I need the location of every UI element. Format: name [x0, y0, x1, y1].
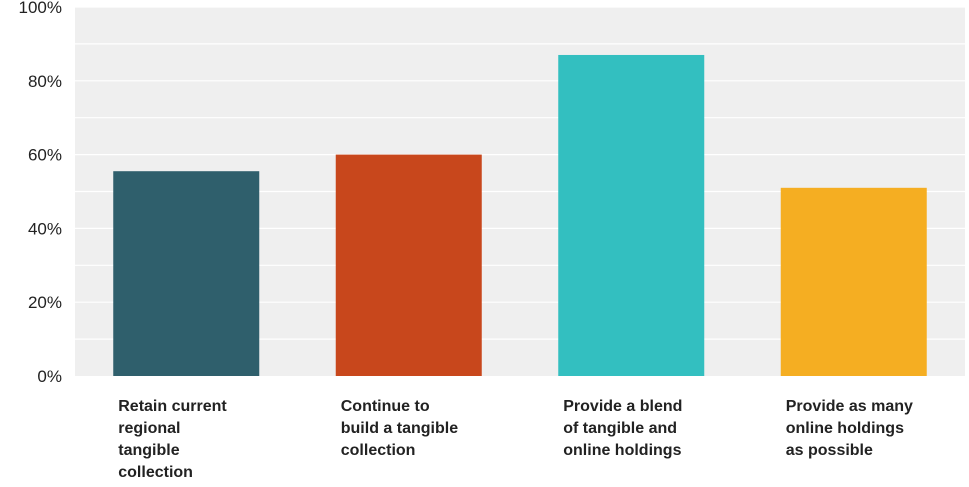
bars [113, 54, 927, 376]
bar [335, 154, 482, 376]
x-axis-category-labels: Retain current regional tangible collection… [118, 398, 913, 481]
x-category-label: Provide as many online holdings as possibl… [786, 398, 913, 459]
y-tick-label: 0% [37, 367, 62, 386]
y-tick-label: 80% [28, 72, 62, 91]
bar [780, 187, 927, 376]
y-tick-label: 40% [28, 219, 62, 238]
y-tick-label: 20% [28, 293, 62, 312]
y-tick-label: 100% [19, 0, 62, 17]
x-category-label: Continue to build a tangible collection [341, 398, 458, 459]
bar [558, 54, 705, 376]
y-tick-label: 60% [28, 146, 62, 165]
y-axis-ticks: 0% 20% 40% 60% 80% 100% [19, 0, 62, 386]
x-category-label: Retain current regional tangible collection [118, 398, 227, 481]
bar [113, 171, 260, 376]
x-category-label: Provide a blend of tangible and online hol… [563, 398, 682, 459]
